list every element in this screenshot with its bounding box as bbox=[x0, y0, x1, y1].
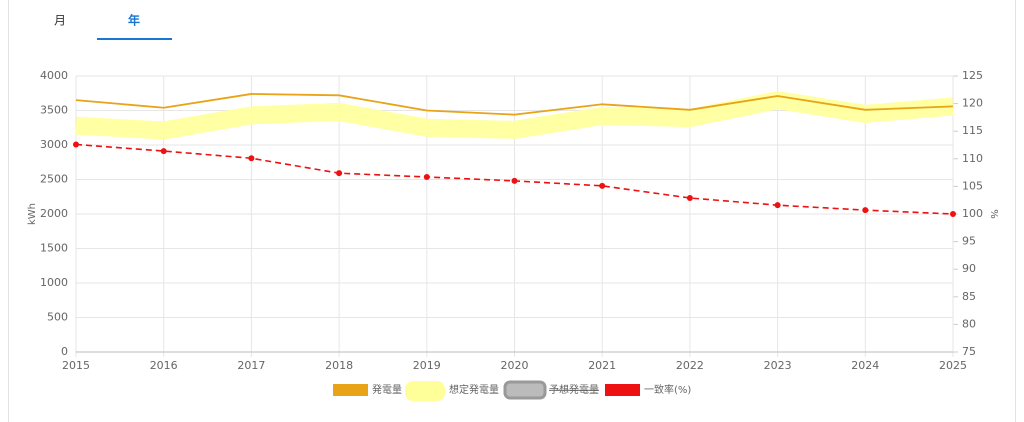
legend-label[interactable]: 一致率(%) bbox=[644, 383, 691, 396]
tab[interactable]: 年 bbox=[128, 13, 140, 28]
y2-axis-label: % bbox=[988, 209, 999, 219]
x-tick-label: 2022 bbox=[676, 359, 704, 372]
x-tick-label: 2017 bbox=[237, 359, 265, 372]
y2-tick-label: 125 bbox=[962, 69, 983, 82]
y-tick-label: 2000 bbox=[40, 207, 68, 220]
y2-tick-label: 80 bbox=[962, 317, 976, 330]
chart: 0 500 1000 1500 2000 2500 3000 3500 4000 75 80 85 90… bbox=[27, 69, 999, 401]
x-tick-label: 2023 bbox=[764, 359, 792, 372]
point bbox=[160, 148, 167, 155]
x-tick-label: 2025 bbox=[939, 359, 967, 372]
y-tick-label: 0 bbox=[61, 345, 68, 358]
x-tick-label: 2024 bbox=[851, 359, 879, 372]
legend-label[interactable]: 発電量 bbox=[372, 383, 402, 396]
y2-tick-label: 120 bbox=[962, 97, 983, 110]
legend-label[interactable]: 予想発電量 bbox=[549, 383, 599, 396]
y-tick-label: 1500 bbox=[40, 242, 68, 255]
y-axis-label: kWh bbox=[27, 203, 38, 225]
y-tick-label: 2500 bbox=[40, 173, 68, 186]
y-tick-label: 1000 bbox=[40, 276, 68, 289]
y-tick-label: 500 bbox=[47, 311, 68, 324]
legend-swatch bbox=[503, 380, 547, 400]
point bbox=[336, 170, 343, 177]
point bbox=[774, 202, 781, 209]
series-line bbox=[75, 91, 954, 140]
tab[interactable]: 月 bbox=[54, 14, 66, 28]
y2-tick-label: 100 bbox=[962, 207, 983, 220]
y2-tick-label: 105 bbox=[962, 179, 983, 192]
x-tick-label: 2019 bbox=[413, 359, 441, 372]
x-tick-label: 2020 bbox=[501, 359, 529, 372]
y2-tick-label: 110 bbox=[962, 152, 983, 165]
tab-bar: 月年 bbox=[54, 13, 172, 40]
x-tick-label: 2015 bbox=[62, 359, 90, 372]
y2-tick-label: 75 bbox=[962, 345, 976, 358]
point bbox=[73, 141, 79, 148]
legend-label[interactable]: 想定発電量 bbox=[449, 383, 499, 396]
y-tick-label: 4000 bbox=[40, 69, 68, 82]
legend-swatch bbox=[405, 381, 445, 401]
point bbox=[862, 207, 869, 214]
point bbox=[248, 155, 255, 162]
y2-tick-label: 95 bbox=[962, 235, 976, 248]
y-tick-label: 3000 bbox=[40, 138, 68, 151]
legend-swatch bbox=[333, 384, 368, 396]
x-tick-label: 2016 bbox=[150, 359, 178, 372]
series-line bbox=[75, 93, 954, 116]
y2-tick-label: 90 bbox=[962, 262, 976, 275]
point bbox=[599, 182, 606, 189]
point bbox=[950, 211, 956, 217]
x-tick-label: 2021 bbox=[588, 359, 616, 372]
x-tick-label: 2018 bbox=[325, 359, 353, 372]
y2-tick-label: 85 bbox=[962, 290, 976, 303]
y2-tick-label: 115 bbox=[962, 124, 983, 137]
point bbox=[686, 194, 693, 201]
point bbox=[423, 174, 430, 181]
y-tick-label: 3500 bbox=[40, 104, 68, 117]
point bbox=[511, 177, 518, 184]
legend-swatch bbox=[605, 384, 640, 396]
